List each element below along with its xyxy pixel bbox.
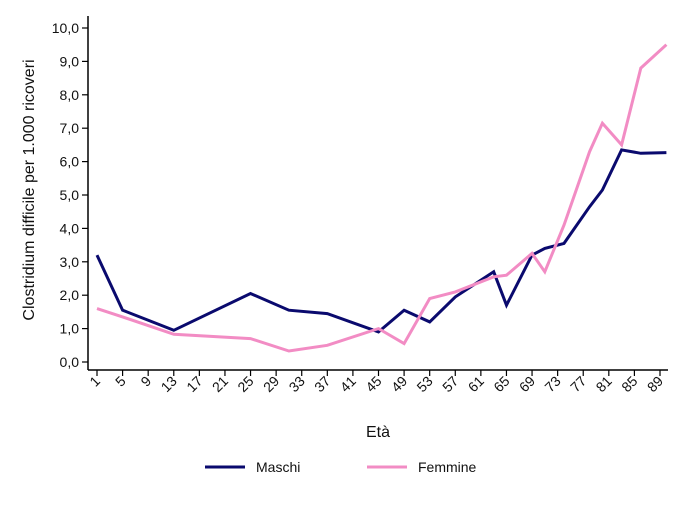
y-tick-label: 4,0 — [60, 220, 80, 236]
y-tick-label: 6,0 — [60, 154, 80, 170]
y-tick-label: 10,0 — [52, 20, 79, 36]
x-tick-label: 13 — [158, 373, 180, 395]
y-tick-label: 0,0 — [60, 354, 80, 370]
x-tick-label: 41 — [337, 373, 359, 395]
x-axis: 1 5 9 13 17 21 25 29 33 37 41 45 49 53 57 61 65 69 73 77 81 8… — [86, 369, 668, 395]
x-tick-label: 49 — [388, 373, 410, 395]
y-tick-label: 2,0 — [60, 287, 80, 303]
x-tick-label: 33 — [286, 373, 308, 395]
y-tick-label: 5,0 — [60, 187, 80, 203]
x-tick-label: 29 — [260, 373, 282, 395]
legend-label-maschi: Maschi — [256, 459, 300, 475]
series-layer — [95, 43, 668, 353]
legend: Maschi Femmine — [205, 459, 477, 475]
x-tick-label: 61 — [465, 373, 487, 395]
x-tick-label: 1 — [86, 373, 103, 390]
x-axis-label: Età — [366, 424, 390, 441]
x-tick-label: 81 — [593, 373, 615, 395]
legend-label-femmine: Femmine — [418, 459, 477, 475]
x-tick-label: 5 — [112, 373, 129, 390]
x-tick-label: 89 — [644, 373, 666, 395]
y-tick-label: 7,0 — [60, 120, 80, 136]
y-axis-label: Clostridium difficile per 1.000 ricoveri — [21, 59, 38, 320]
y-axis: 0,0 1,0 2,0 3,0 4,0 5,0 6,0 7,0 8,0 9,0 10,0 — [52, 16, 89, 370]
y-tick-label: 9,0 — [60, 53, 80, 69]
x-tick-label: 69 — [516, 373, 538, 395]
x-tick-label: 77 — [567, 373, 589, 395]
x-tick-label: 17 — [183, 373, 205, 395]
x-tick-label: 85 — [618, 373, 640, 395]
x-tick-label: 21 — [209, 373, 231, 395]
x-tick-label: 57 — [439, 373, 461, 395]
x-tick-label: 9 — [137, 373, 154, 390]
x-tick-label: 65 — [490, 373, 512, 395]
y-tick-label: 8,0 — [60, 87, 80, 103]
x-tick-label: 73 — [541, 373, 563, 395]
x-tick-label: 37 — [311, 373, 333, 395]
x-tick-label: 25 — [234, 373, 256, 395]
x-tick-label: 45 — [362, 373, 384, 395]
y-tick-label: 3,0 — [60, 254, 80, 270]
x-tick-label: 53 — [413, 373, 435, 395]
y-tick-label: 1,0 — [60, 321, 80, 337]
series-line-femmine — [96, 43, 668, 353]
